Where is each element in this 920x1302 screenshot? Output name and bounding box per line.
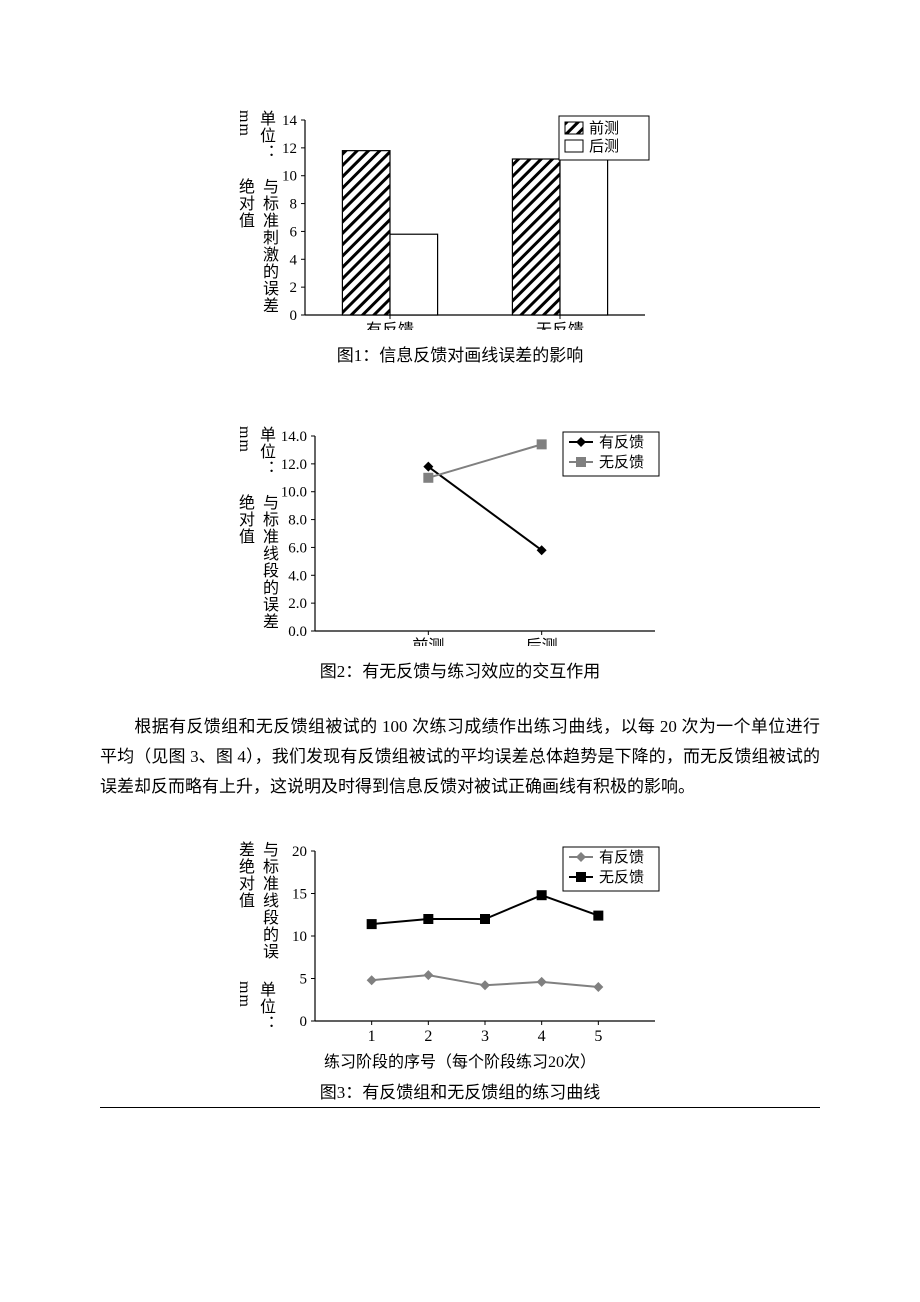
svg-text:0.0: 0.0 — [288, 624, 307, 640]
fig3-chart: 与标准线段的误差绝对值 单位：mm 0510152012345有反馈无反馈 — [260, 841, 660, 1046]
page-bottom-rule — [100, 1107, 820, 1108]
fig1-ylabel-unit: 单位：mm — [235, 110, 277, 174]
fig3-ylabel-main: 与标准线段的误差绝对值 — [232, 841, 280, 977]
svg-text:20: 20 — [292, 844, 307, 860]
svg-text:前测: 前测 — [412, 637, 444, 646]
fig1-ylabel-main: 与标准刺激的误差绝对值 — [232, 178, 280, 330]
svg-text:14: 14 — [282, 113, 298, 129]
fig1-svg: 0 2 4 6 8 10 12 14 有反馈 无反馈 前测后测 — [260, 110, 660, 330]
svg-text:有反馈: 有反馈 — [366, 321, 414, 330]
fig2-ylabel: 单位：mm 与标准线段的误差绝对值 — [232, 426, 280, 646]
fig3-svg: 0 5 10 15 20 1 2 3 4 5 有反馈无反馈 — [260, 841, 660, 1041]
svg-text:2: 2 — [424, 1028, 432, 1041]
svg-text:2: 2 — [290, 280, 298, 296]
svg-text:5: 5 — [300, 972, 308, 988]
figure-3: 与标准线段的误差绝对值 单位：mm 0 5 10 15 20 1 2 3 4 5 有反馈无反馈 练习… — [100, 841, 820, 1103]
fig1-caption: 图1：信息反馈对画线误差的影响 — [337, 341, 584, 366]
svg-text:有反馈: 有反馈 — [599, 434, 644, 451]
svg-text:10: 10 — [282, 169, 297, 185]
svg-text:5: 5 — [594, 1028, 602, 1041]
svg-text:6.0: 6.0 — [288, 540, 307, 556]
svg-text:3: 3 — [481, 1028, 489, 1041]
svg-text:12: 12 — [282, 141, 297, 157]
fig3-xlabel: 练习阶段的序号（每个阶段练习20次） — [324, 1048, 596, 1072]
svg-text:0: 0 — [290, 308, 298, 324]
fig1-ylabel: 单位：mm 与标准刺激的误差绝对值 — [232, 110, 280, 330]
svg-text:无反馈: 无反馈 — [536, 321, 584, 330]
svg-text:4.0: 4.0 — [288, 568, 307, 584]
svg-text:前测: 前测 — [589, 120, 619, 137]
svg-text:2.0: 2.0 — [288, 596, 307, 612]
fig3-ylabel: 与标准线段的误差绝对值 单位：mm — [232, 841, 280, 1041]
figure-2: 单位：mm 与标准线段的误差绝对值 0.0 2.0 4.0 6.0 8.0 10.0 12.… — [100, 426, 820, 682]
svg-text:10: 10 — [292, 929, 307, 945]
body-paragraph: 根据有反馈组和无反馈组被试的 100 次练习成绩作出练习曲线，以每 20 次为一… — [100, 712, 820, 801]
fig3-ylabel-unit: 单位：mm — [235, 981, 277, 1037]
svg-text:有反馈: 有反馈 — [599, 849, 644, 866]
fig2-ylabel-main: 与标准线段的误差绝对值 — [232, 494, 280, 646]
fig3-caption: 图3：有反馈组和无反馈组的练习曲线 — [320, 1078, 601, 1103]
svg-text:后测: 后测 — [526, 637, 558, 646]
svg-text:0: 0 — [300, 1014, 308, 1030]
svg-text:无反馈: 无反馈 — [599, 869, 644, 886]
svg-text:14.0: 14.0 — [281, 429, 307, 445]
svg-text:后测: 后测 — [589, 138, 619, 155]
fig2-ylabel-unit: 单位：mm — [235, 426, 277, 490]
svg-text:12.0: 12.0 — [281, 457, 307, 473]
fig1-chart: 单位：mm 与标准刺激的误差绝对值 02468101214有反馈无反馈前测后测 — [260, 110, 660, 335]
svg-text:4: 4 — [538, 1028, 546, 1041]
figure-1: 单位：mm 与标准刺激的误差绝对值 02468101214有反馈无反馈前测后测 … — [100, 110, 820, 366]
paragraph-text: 根据有反馈组和无反馈组被试的 100 次练习成绩作出练习曲线，以每 20 次为一… — [100, 717, 820, 796]
fig2-caption: 图2：有无反馈与练习效应的交互作用 — [320, 657, 601, 682]
svg-text:6: 6 — [290, 224, 298, 240]
svg-text:10.0: 10.0 — [281, 485, 307, 501]
svg-text:无反馈: 无反馈 — [599, 454, 644, 471]
svg-text:8: 8 — [290, 197, 298, 213]
svg-text:4: 4 — [290, 252, 298, 268]
svg-text:8.0: 8.0 — [288, 513, 307, 529]
svg-text:15: 15 — [292, 887, 307, 903]
fig2-svg: 0.0 2.0 4.0 6.0 8.0 10.0 12.0 14.0 前测 后测 有反馈无反馈 — [260, 426, 660, 646]
fig2-chart: 单位：mm 与标准线段的误差绝对值 0.02.04.06.08.010.012.… — [260, 426, 660, 651]
svg-text:1: 1 — [368, 1028, 376, 1041]
